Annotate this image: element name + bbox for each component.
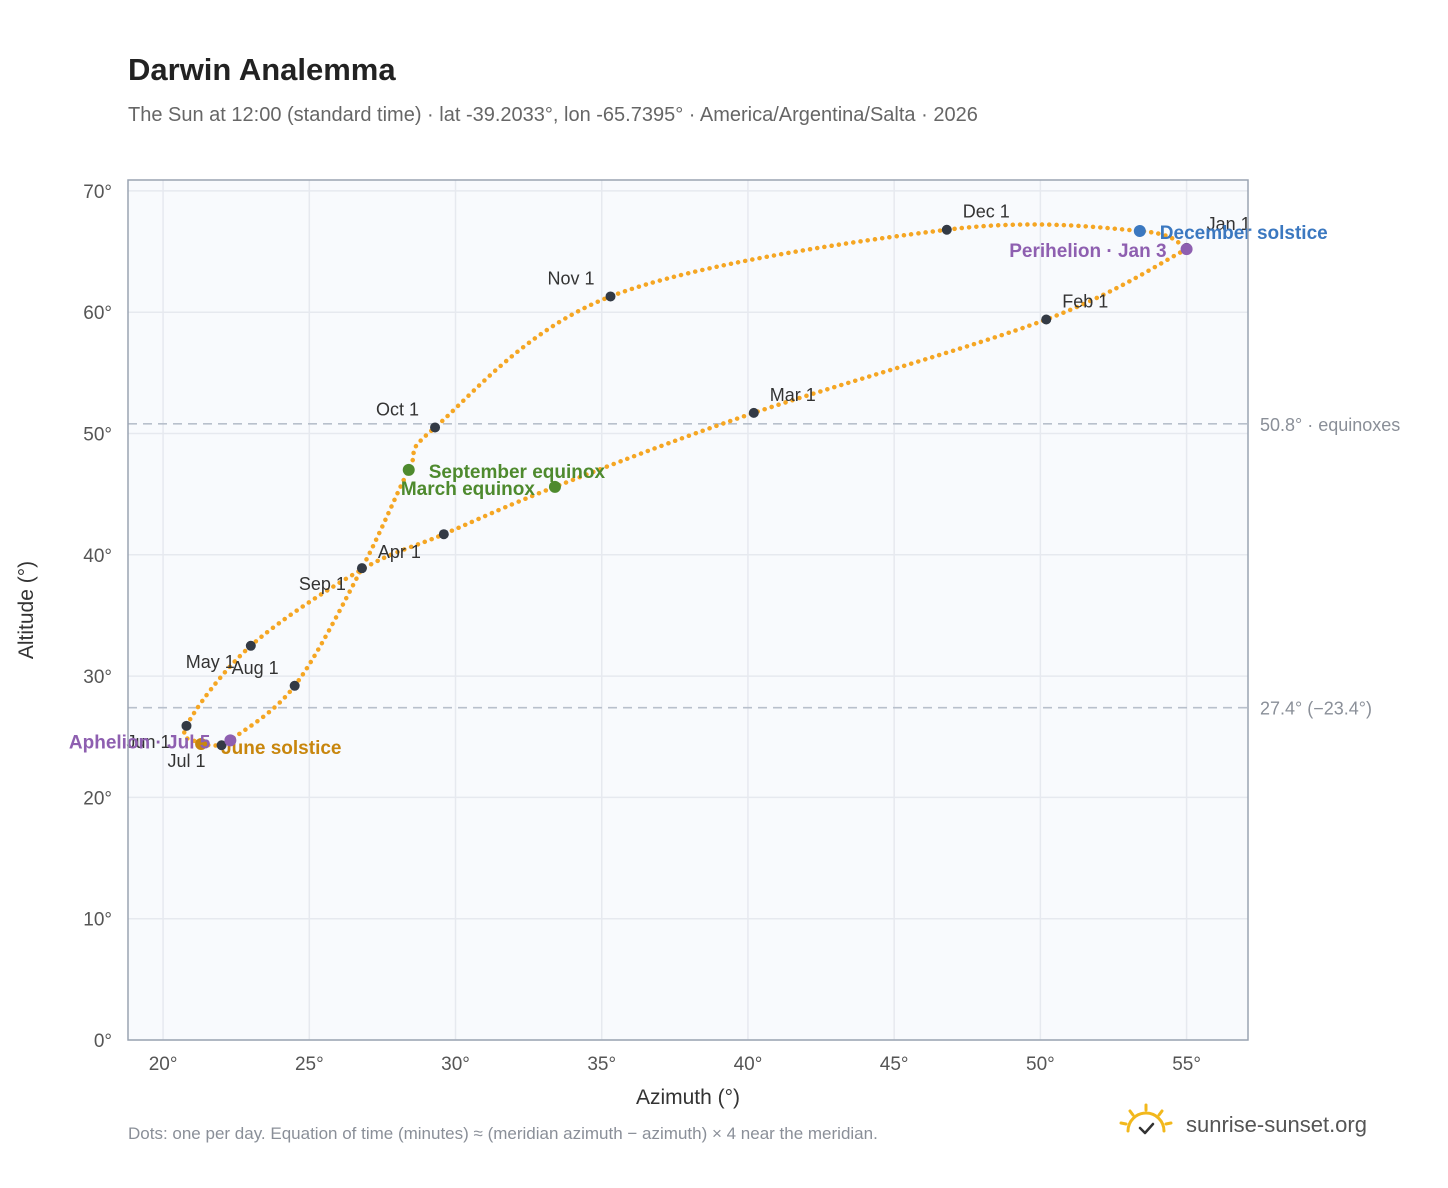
month-label: Nov 1 (547, 268, 594, 288)
x-tick-label: 45° (880, 1054, 909, 1075)
brand-logo[interactable]: sunrise-sunset.org (1118, 1100, 1367, 1150)
x-tick-label: 35° (587, 1054, 616, 1075)
event-marker (402, 463, 415, 476)
y-tick-label: 30° (83, 667, 112, 688)
month-marker (216, 740, 227, 751)
month-marker (289, 680, 300, 691)
month-marker (941, 224, 952, 235)
reference-line-label: 27.4° (−23.4°) (1260, 699, 1372, 719)
month-label: Apr 1 (378, 542, 421, 562)
x-tick-label: 25° (295, 1054, 324, 1075)
x-tick-label: 40° (734, 1054, 763, 1075)
month-label: May 1 (186, 652, 235, 672)
month-label: Jun 1 (126, 732, 170, 752)
y-tick-label: 40° (83, 546, 112, 567)
month-label: Jul 1 (168, 751, 206, 771)
month-marker (356, 563, 367, 574)
y-axis-label: Altitude (°) (15, 561, 38, 659)
reference-line-label: 50.8° · equinoxes (1260, 415, 1400, 435)
event-marker (224, 734, 237, 747)
y-tick-label: 20° (83, 788, 112, 809)
y-tick-label: 10° (83, 910, 112, 931)
event-marker (1133, 224, 1146, 237)
event-label: Perihelion · Jan 3 (1009, 241, 1166, 262)
plot-border (127, 179, 1249, 1041)
y-tick-label: 0° (94, 1031, 112, 1052)
reference-lines: 50.8° · equinoxes 27.4° (−23.4°) (128, 415, 1400, 719)
month-label: Feb 1 (1062, 291, 1108, 311)
x-tick-label: 30° (441, 1054, 470, 1075)
x-tick-label: 55° (1172, 1054, 1201, 1075)
month-label: Oct 1 (376, 399, 419, 419)
plot-background (128, 180, 1248, 1040)
event-label: March equinox (401, 479, 536, 500)
event-marker (548, 480, 561, 493)
axis-ticks: 20° 25° 30° 35° 40° 45° 50° 55° 0° 10° 20° 30° 40° 50… (83, 182, 1201, 1075)
sun-checkmark-icon (1118, 1103, 1174, 1148)
y-tick-label: 60° (83, 303, 112, 324)
event-marker (195, 738, 208, 751)
month-marker (605, 291, 616, 302)
x-tick-label: 50° (1026, 1054, 1055, 1075)
month-label: Aug 1 (232, 658, 279, 678)
y-tick-label: 70° (83, 182, 112, 203)
month-label: Jan 1 (1207, 214, 1251, 234)
event-label: December solstice (1160, 223, 1328, 244)
x-axis-label: Azimuth (°) (636, 1086, 740, 1109)
x-tick-label: 20° (149, 1054, 178, 1075)
event-marker (1180, 243, 1193, 256)
month-marker (1041, 314, 1052, 325)
brand-name: sunrise-sunset.org (1186, 1112, 1367, 1137)
chart-title: Darwin Analemma (128, 52, 396, 87)
y-tick-label: 50° (83, 425, 112, 446)
month-marker (748, 407, 759, 418)
month-marker (245, 640, 256, 651)
event-label: Aphelion · Jul 5 (69, 732, 211, 753)
month-label: Dec 1 (963, 202, 1010, 222)
event-label: September equinox (429, 462, 606, 483)
event-label: June solstice (221, 738, 341, 759)
month-label: Mar 1 (770, 385, 816, 405)
month-marker (438, 529, 449, 540)
month-marker (430, 422, 441, 433)
month-marker (181, 720, 192, 731)
month-label: Sep 1 (299, 574, 346, 594)
footnote: Dots: one per day. Equation of time (min… (128, 1124, 878, 1143)
chart-subtitle: The Sun at 12:00 (standard time) · lat -… (128, 104, 978, 126)
